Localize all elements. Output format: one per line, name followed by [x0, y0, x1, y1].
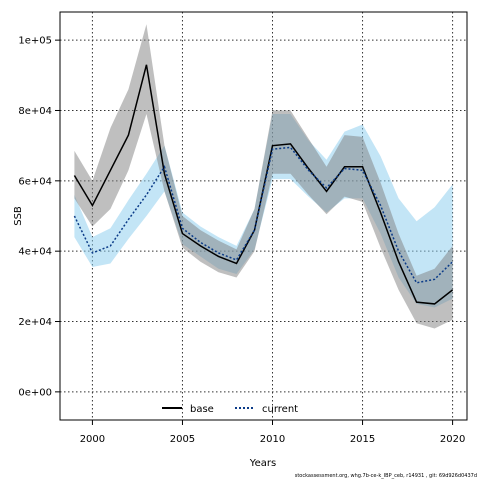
- footer-provenance: stockassessment.org, whg.7b-ce-k_IBP_ceb…: [295, 473, 477, 479]
- y-axis: 0e+00 2e+04 4e+04 6e+04 8e+04 1e+05: [18, 36, 60, 398]
- x-tick-label-2015: 2015: [350, 434, 375, 445]
- y-tick-label-6e+04: 6e+04: [18, 176, 52, 187]
- plot-frame: [59, 11, 468, 421]
- y-tick-label-2e+04: 2e+04: [18, 317, 52, 328]
- band-base: [74, 24, 453, 329]
- series-lines: [73, 64, 454, 305]
- legend: base current: [162, 404, 298, 415]
- x-tick-label-2000: 2000: [80, 434, 105, 445]
- x-axis-title: Years: [249, 458, 276, 469]
- y-tick-label-1e+05: 1e+05: [18, 36, 52, 47]
- y-tick-label-8e+04: 8e+04: [18, 106, 52, 117]
- x-axis: 2000 2005 2010 2015 2020: [80, 420, 465, 445]
- y-axis-title: SSB: [13, 206, 24, 226]
- x-tick-label-2020: 2020: [440, 434, 465, 445]
- legend-label-current: current: [262, 404, 298, 415]
- y-tick-label-0e+00: 0e+00: [18, 387, 52, 398]
- x-tick-label-2005: 2005: [170, 434, 195, 445]
- confidence-bands: [74, 24, 453, 329]
- legend-label-base: base: [190, 404, 214, 415]
- y-tick-label-4e+04: 4e+04: [18, 247, 52, 258]
- x-tick-label-2010: 2010: [260, 434, 285, 445]
